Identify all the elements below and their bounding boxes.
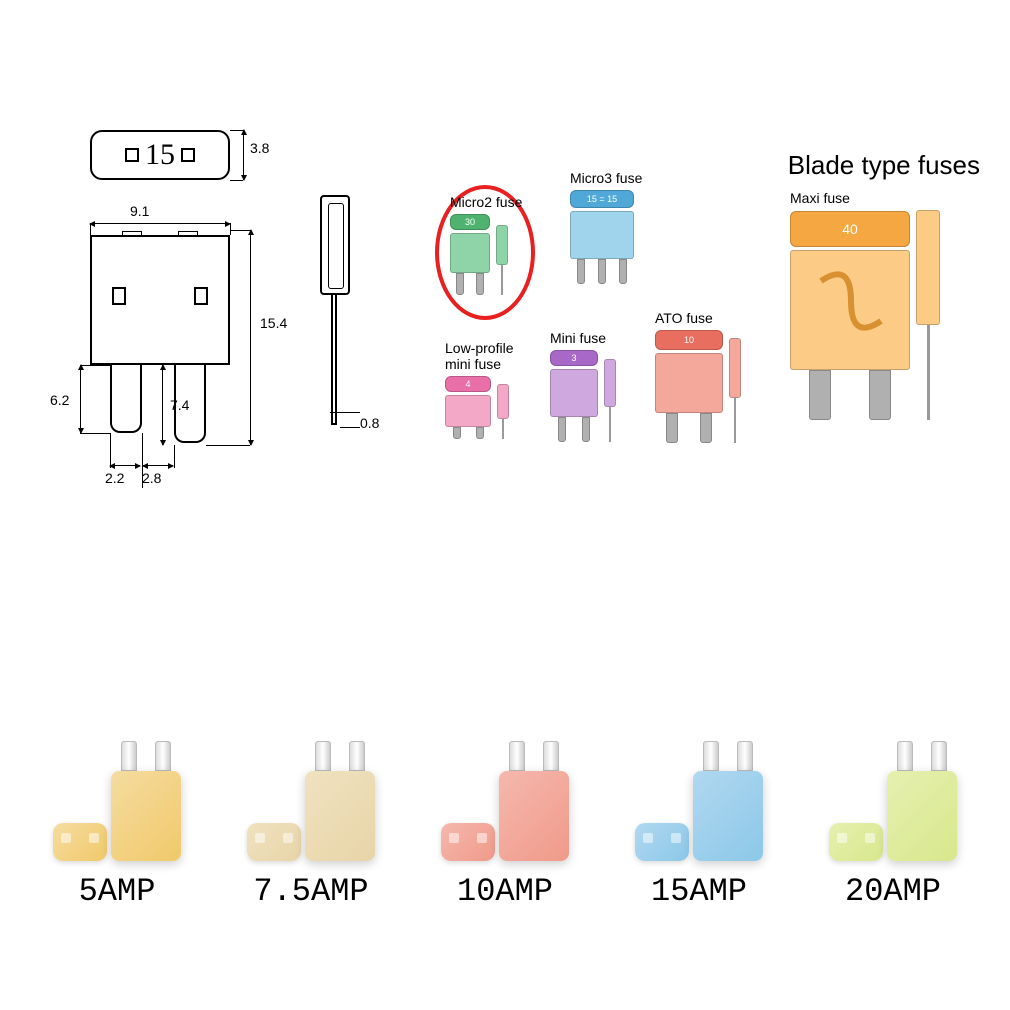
fuse-ato: ATO fuse 10 xyxy=(655,310,741,443)
ato-label: ATO fuse xyxy=(655,310,741,326)
dim-gap1: 2.2 xyxy=(105,470,124,486)
mini-label: Mini fuse xyxy=(550,330,616,346)
amp-big-fuse xyxy=(693,741,763,861)
dim-gap2: 2.8 xyxy=(142,470,161,486)
fuse-micro2: Micro2 fuse 30 xyxy=(450,194,522,295)
dim-side-width: 0.8 xyxy=(360,415,379,431)
fuse-mini: Mini fuse 3 xyxy=(550,330,616,442)
dim-top-height: 3.8 xyxy=(250,140,269,156)
ato-cap: 10 xyxy=(655,330,723,350)
chart-title: Blade type fuses xyxy=(788,150,980,181)
micro3-cap: 15 = 15 xyxy=(570,190,634,208)
amp-item-0: 5AMP xyxy=(27,731,207,910)
amp-item-2: 10AMP xyxy=(415,731,595,910)
micro2-cap: 30 xyxy=(450,214,490,230)
amp-big-fuse xyxy=(499,741,569,861)
top-section: 15 3.8 9.1 15.4 6.2 7.4 xyxy=(0,130,1010,510)
lowprofile-label: Low-profile mini fuse xyxy=(445,340,525,372)
amp-small-fuse xyxy=(635,823,689,861)
amp-item-3: 15AMP xyxy=(609,731,789,910)
top-view-number: 15 xyxy=(145,138,175,172)
amp-label: 20AMP xyxy=(845,873,941,910)
amp-label: 7.5AMP xyxy=(253,873,368,910)
amp-item-4: 20AMP xyxy=(803,731,983,910)
amp-item-1: 7.5AMP xyxy=(221,731,401,910)
amp-small-fuse xyxy=(53,823,107,861)
amp-big-fuse xyxy=(111,741,181,861)
maxi-cap: 40 xyxy=(790,211,910,247)
amp-row: 5AMP 7.5AMP 10AMP 15AMP xyxy=(0,731,1010,910)
fuse-front-view xyxy=(90,235,230,365)
dim-total-height: 15.4 xyxy=(260,315,287,331)
fuse-type-chart: Blade type fuses Micro2 fuse 30 Micro3 xyxy=(440,150,990,490)
mini-cap: 3 xyxy=(550,350,598,366)
amp-small-fuse xyxy=(247,823,301,861)
fuse-micro3: Micro3 fuse 15 = 15 xyxy=(570,170,642,284)
amp-small-fuse xyxy=(441,823,495,861)
amp-big-fuse xyxy=(887,741,957,861)
micro3-label: Micro3 fuse xyxy=(570,170,642,186)
fuse-lowprofile: Low-profile mini fuse 4 xyxy=(445,340,525,439)
dim-prong-right: 7.4 xyxy=(170,397,189,413)
technical-drawing: 15 3.8 9.1 15.4 6.2 7.4 xyxy=(50,130,430,510)
amp-label: 10AMP xyxy=(457,873,553,910)
fuse-prong-left xyxy=(110,363,142,433)
fuse-maxi: Maxi fuse 40 xyxy=(790,190,940,420)
dim-prong-left: 6.2 xyxy=(50,392,69,408)
amp-big-fuse xyxy=(305,741,375,861)
amp-small-fuse xyxy=(829,823,883,861)
maxi-label: Maxi fuse xyxy=(790,190,940,206)
micro2-label: Micro2 fuse xyxy=(450,194,522,210)
fuse-top-view: 15 xyxy=(90,130,230,180)
amp-label: 5AMP xyxy=(79,873,156,910)
fuse-side-view xyxy=(320,195,350,435)
amp-label: 15AMP xyxy=(651,873,747,910)
dim-width: 9.1 xyxy=(130,203,149,219)
lowprofile-cap: 4 xyxy=(445,376,491,392)
